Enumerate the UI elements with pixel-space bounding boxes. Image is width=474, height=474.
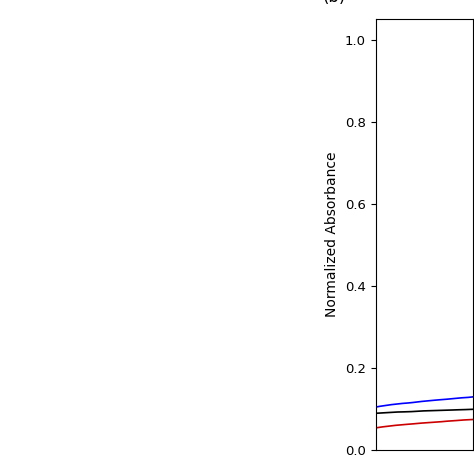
Text: (b): (b) [322,0,346,6]
Y-axis label: Normalized Absorbance: Normalized Absorbance [326,152,339,318]
